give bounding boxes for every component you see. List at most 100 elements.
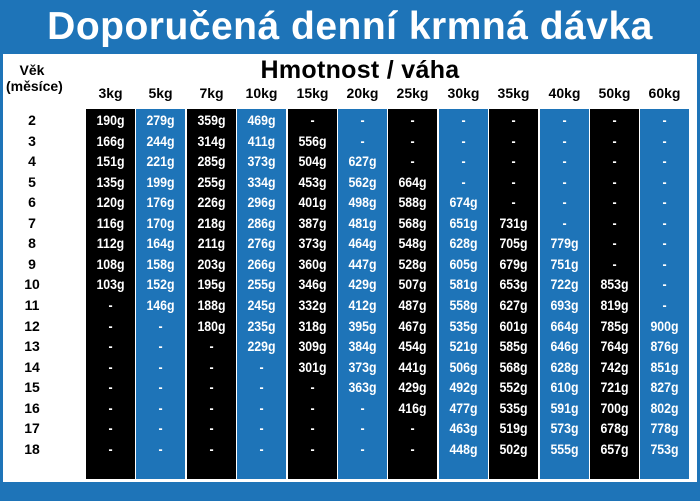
weight-column-7kg [187,109,236,479]
table-cell: 506g [449,359,478,375]
table-cell: 591g [550,400,579,416]
table-cell: 245g [247,297,276,313]
table-cell: 721g [600,379,629,395]
age-label: 7 [28,215,36,231]
age-header-line-1: Věk [19,62,45,78]
page-title: Doporučená denní krmná dávka [0,0,700,54]
table-cell: 464g [348,235,377,251]
table-cell: 742g [600,359,629,375]
weight-label: 30kg [447,85,480,101]
table-cell: 279g [146,112,175,128]
table-cell: - [511,133,516,149]
table-cell: 309g [298,338,327,354]
table-cell: - [662,153,667,169]
table-cell: 285g [197,153,226,169]
weight-column-35kg [489,109,538,479]
table-cell: 373g [247,153,276,169]
weight-column-20kg [338,109,387,479]
table-cell: 112g [96,235,125,251]
table-cell: 627g [499,297,528,313]
table-cell: 487g [398,297,427,313]
weight-column-50kg [590,109,639,479]
table-cell: 103g [96,276,125,292]
table-cell: - [310,112,315,128]
table-cell: - [461,174,466,190]
table-cell: 170g [146,215,175,231]
table-cell: - [511,194,516,210]
table-cell: 900g [650,318,679,334]
table-cell: - [410,112,415,128]
table-cell: 751g [550,256,579,272]
age-label: 15 [24,379,40,395]
age-label: 3 [28,133,36,149]
table-cell: 188g [197,297,226,313]
table-cell: 674g [449,194,478,210]
table-cell: 146g [146,297,175,313]
table-cell: 678g [600,420,629,436]
table-cell: - [612,153,617,169]
table-cell: 628g [449,235,478,251]
table-cell: 158g [146,256,175,272]
table-cell: - [259,420,264,436]
table-cell: - [209,359,214,375]
table-cell: 384g [348,338,377,354]
table-cell: - [310,400,315,416]
table-cell: - [410,153,415,169]
table-cell: - [461,112,466,128]
table-cell: 753g [650,441,679,457]
table-cell: - [662,174,667,190]
table-cell: 334g [247,174,276,190]
table-cell: - [259,441,264,457]
table-cell: 477g [449,400,478,416]
table-cell: - [662,215,667,231]
table-cell: 411g [247,133,276,149]
table-cell: 373g [298,235,327,251]
table-cell: 454g [398,338,427,354]
age-label: 13 [24,338,40,354]
table-cell: - [108,400,113,416]
weight-label: 40kg [548,85,581,101]
table-cell: 266g [247,256,276,272]
table-cell: 235g [247,318,276,334]
bottom-bar [0,482,700,501]
table-cell: - [360,112,365,128]
table-cell: 416g [398,400,427,416]
table-cell: 429g [348,276,377,292]
weight-label: 25kg [396,85,429,101]
age-label: 8 [28,235,36,251]
table-cell: 481g [348,215,377,231]
table-cell: 116g [96,215,125,231]
table-cell: 568g [499,359,528,375]
table-cell: 286g [247,215,276,231]
age-label: 12 [24,318,40,334]
table-cell: - [612,256,617,272]
table-cell: 507g [398,276,427,292]
table-cell: 876g [650,338,679,354]
table-cell: 731g [499,215,528,231]
table-cell: - [209,420,214,436]
table-cell: 778g [650,420,679,436]
table-cell: 203g [197,256,226,272]
table-cell: - [612,112,617,128]
weight-label: 15kg [296,85,329,101]
table-cell: - [662,297,667,313]
table-cell: 314g [197,133,226,149]
table-cell: 359g [197,112,226,128]
table-cell: 463g [449,420,478,436]
table-cell: - [410,420,415,436]
table-cell: 346g [298,276,327,292]
table-cell: - [662,133,667,149]
table-cell: 628g [550,359,579,375]
table-cell: 218g [197,215,226,231]
table-cell: 395g [348,318,377,334]
table-cell: 498g [348,194,377,210]
table-cell: 535g [449,318,478,334]
table-cell: - [360,441,365,457]
table-cell: 605g [449,256,478,272]
age-label: 10 [24,276,40,292]
table-cell: - [108,379,113,395]
table-cell: - [562,133,567,149]
table-cell: - [108,297,113,313]
table-cell: - [158,420,163,436]
age-label: 9 [28,256,36,272]
